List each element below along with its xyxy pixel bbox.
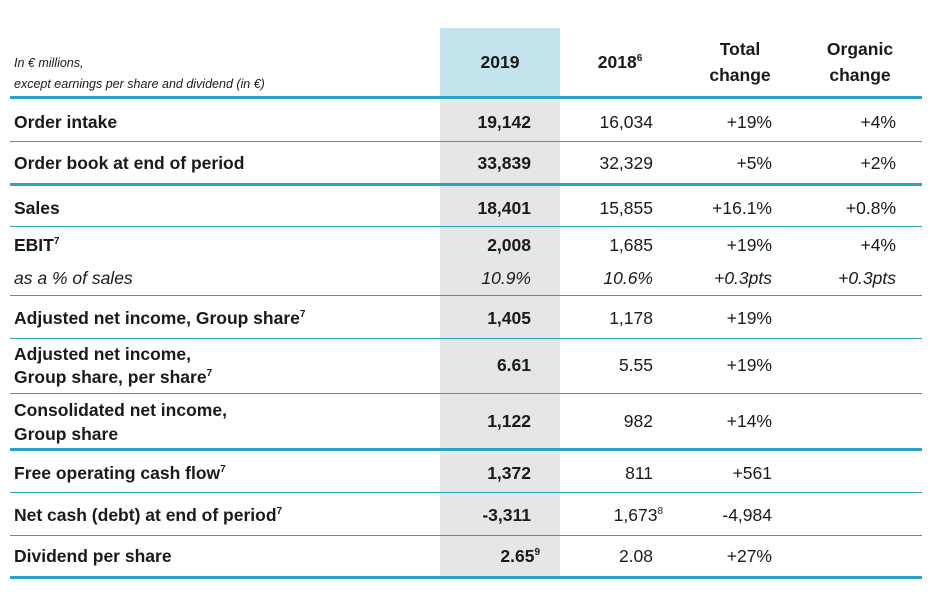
dividend-2019-value: 2.65 (500, 546, 535, 566)
adj-net-income-ps-total: +19% (726, 355, 772, 375)
units-line-1: In € millions, (14, 56, 84, 70)
net-cash-2018-value: 1,673 (613, 505, 658, 525)
header-organic-line-2: change (829, 65, 891, 85)
order-book-total: +5% (736, 153, 772, 173)
net-cash-2019: -3,311 (482, 505, 531, 525)
ebit-pct-2019: 10.9% (481, 268, 531, 288)
order-intake-2018: 16,034 (599, 112, 653, 132)
adj-net-income-ps-label-text: Group share, per share (14, 367, 207, 387)
row-label-dividend: Dividend per share (14, 546, 172, 566)
ebit-footnote: 7 (53, 236, 60, 247)
rule-8 (10, 492, 922, 493)
ebit-2019: 2,008 (487, 235, 531, 255)
rule-3 (10, 226, 922, 227)
ebit-pct-organic: +0.3pts (838, 268, 896, 288)
row-label-ebit: EBIT7 (14, 235, 59, 256)
rule-7 (10, 448, 922, 451)
order-book-organic: +2% (860, 153, 896, 173)
header-2018-text: 2018 (597, 52, 637, 72)
header-2019: 2019 (480, 52, 520, 72)
fcf-2019: 1,372 (487, 463, 531, 483)
dividend-2019-footnote: 9 (534, 547, 540, 558)
adj-net-income-label-text: Adjusted net income, Group share (14, 308, 300, 328)
header-total-change: Total change (690, 36, 790, 88)
dividend-2018: 2.08 (618, 546, 653, 566)
rule-2 (10, 183, 922, 186)
cons-net-income-2019: 1,122 (487, 411, 531, 431)
fcf-2018: 811 (625, 463, 653, 483)
sales-2018: 15,855 (599, 198, 653, 218)
net-cash-label-text: Net cash (debt) at end of period (14, 505, 277, 525)
net-cash-2018-footnote: 8 (657, 506, 663, 517)
order-intake-total: +19% (726, 112, 772, 132)
rule-9 (10, 535, 922, 536)
cons-net-income-2018: 982 (623, 411, 653, 431)
order-book-2018: 32,329 (599, 153, 653, 173)
ebit-pct-total: +0.3pts (714, 268, 772, 288)
header-organic-change: Organic change (810, 36, 910, 88)
cons-net-income-total: +14% (726, 411, 772, 431)
row-label-adj-net-income: Adjusted net income, Group share7 (14, 308, 305, 329)
column-2019-header-highlight (440, 28, 560, 96)
order-book-2019: 33,839 (477, 153, 531, 173)
fcf-total: +561 (732, 463, 772, 483)
net-cash-2018: 1,6738 (614, 505, 663, 526)
adj-net-income-2018: 1,178 (609, 308, 653, 328)
sales-2019: 18,401 (477, 198, 531, 218)
row-label-adj-net-income-ps: Adjusted net income, Group share, per sh… (14, 343, 212, 389)
rule-bottom (10, 576, 922, 579)
cons-net-income-label-line-2: Group share (14, 424, 119, 444)
ebit-pct-2018: 10.6% (603, 268, 653, 288)
ebit-organic: +4% (860, 235, 896, 255)
header-organic-line-1: Organic (826, 39, 894, 59)
order-intake-2019: 19,142 (477, 112, 531, 132)
ebit-total: +19% (726, 235, 772, 255)
ebit-label-text: EBIT (14, 235, 54, 255)
header-total-line-2: change (709, 65, 771, 85)
cons-net-income-label-line-1: Consolidated net income, (14, 400, 227, 420)
header-2018: 20186 (575, 49, 665, 75)
adj-net-income-ps-label-line-2: Group share, per share7 (14, 366, 212, 389)
row-label-order-book: Order book at end of period (14, 153, 245, 173)
adj-net-income-2019: 1,405 (487, 308, 531, 328)
row-label-order-intake: Order intake (14, 112, 118, 132)
sales-organic: +0.8% (845, 198, 896, 218)
net-cash-total: -4,984 (722, 505, 772, 525)
dividend-2019: 2.659 (500, 546, 540, 567)
row-label-cons-net-income: Consolidated net income, Group share (14, 398, 227, 446)
column-2019-highlight (440, 28, 560, 576)
rule-5 (10, 338, 922, 339)
net-cash-footnote: 7 (276, 506, 283, 517)
rule-6 (10, 393, 922, 394)
adj-net-income-total: +19% (726, 308, 772, 328)
rule-header (10, 96, 922, 99)
dividend-total: +27% (726, 546, 772, 566)
units-note: In € millions, except earnings per share… (14, 53, 265, 95)
header-2018-footnote: 6 (636, 53, 643, 64)
sales-total: +16.1% (712, 198, 772, 218)
adj-net-income-ps-2018: 5.55 (618, 355, 653, 375)
ebit-2018: 1,685 (609, 235, 653, 255)
adj-net-income-footnote: 7 (299, 309, 306, 320)
row-label-net-cash: Net cash (debt) at end of period7 (14, 505, 282, 526)
adj-net-income-ps-footnote: 7 (206, 368, 213, 379)
row-label-fcf: Free operating cash flow7 (14, 463, 226, 484)
header-total-line-1: Total (719, 39, 761, 59)
order-intake-organic: +4% (860, 112, 896, 132)
rule-4 (10, 295, 922, 296)
adj-net-income-ps-2019: 6.61 (496, 355, 531, 375)
row-label-sales: Sales (14, 198, 60, 218)
units-line-2: except earnings per share and dividend (… (14, 77, 265, 91)
fcf-footnote: 7 (220, 464, 226, 475)
rule-1 (10, 141, 922, 142)
fcf-label-text: Free operating cash flow (14, 463, 221, 483)
row-label-ebit-pct: as a % of sales (14, 268, 133, 288)
adj-net-income-ps-label-line-1: Adjusted net income, (14, 344, 191, 364)
